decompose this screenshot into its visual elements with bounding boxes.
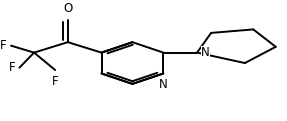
Text: F: F	[52, 75, 59, 88]
Text: N: N	[201, 46, 210, 59]
Text: O: O	[63, 2, 72, 15]
Text: N: N	[159, 78, 168, 91]
Text: F: F	[9, 61, 15, 74]
Text: F: F	[0, 39, 7, 52]
